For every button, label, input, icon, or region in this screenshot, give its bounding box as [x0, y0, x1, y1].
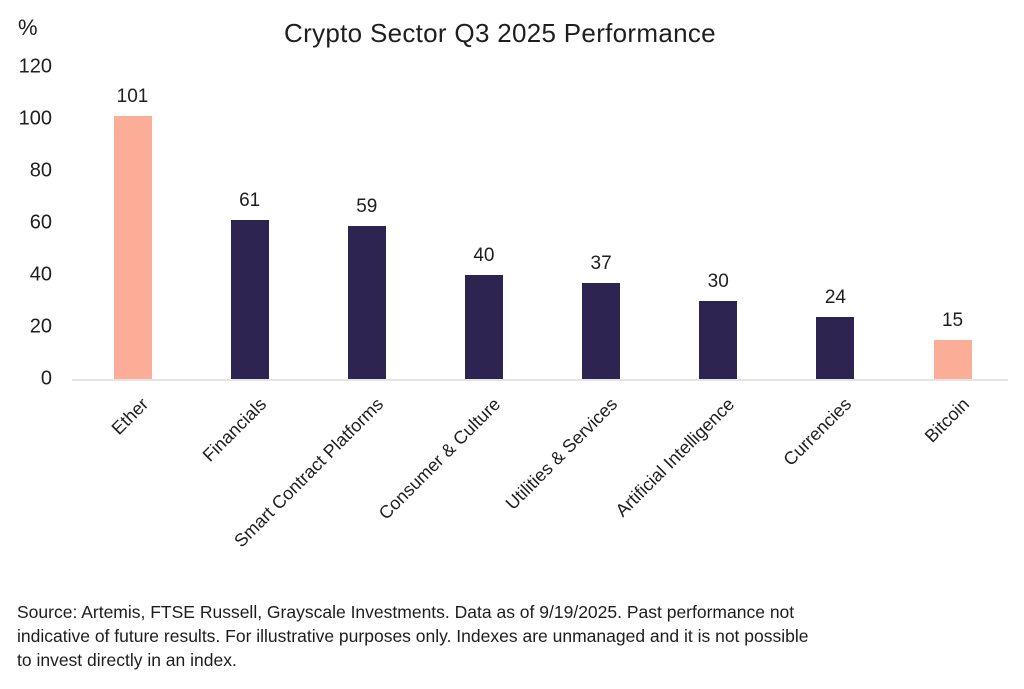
category-label-consumer-culture: Consumer & Culture	[374, 394, 505, 524]
source-note: Source: Artemis, FTSE Russell, Grayscale…	[17, 601, 1017, 673]
bar-ether	[113, 116, 152, 379]
source-note-line: to invest directly in an index.	[17, 649, 237, 670]
bar-financials	[230, 220, 269, 379]
bar-value-label: 101	[116, 86, 149, 108]
source-note-line: Source: Artemis, FTSE Russell, Grayscale…	[17, 602, 795, 622]
x-axis-line	[72, 379, 1008, 381]
bar-utilities-services	[582, 282, 621, 379]
category-label-currencies: Currencies	[779, 394, 856, 470]
y-axis-tick-label: 20	[29, 315, 52, 338]
category-label-bitcoin: Bitcoin	[920, 394, 973, 447]
bar-value-label: 59	[356, 195, 378, 217]
y-axis-tick-label: 100	[18, 107, 52, 130]
bar-value-label: 30	[707, 271, 729, 292]
bar-consumer-culture	[464, 275, 503, 379]
y-axis-tick-label: 120	[18, 55, 52, 78]
chart-title: Crypto Sector Q3 2025 Performance	[284, 18, 716, 48]
bar-value-label: 15	[941, 310, 964, 331]
y-axis-tick-label: 80	[29, 159, 52, 182]
y-axis-tick-label: 60	[29, 211, 52, 234]
category-label-financials: Financials	[198, 394, 270, 466]
bar-artificial-intelligence	[699, 301, 738, 379]
y-axis-unit-label: %	[18, 15, 38, 40]
bar-value-label: 40	[473, 245, 495, 266]
bar-value-label: 61	[239, 190, 261, 212]
category-label-artificial-intelligence: Artificial Intelligence	[611, 394, 739, 521]
bar-currencies	[816, 316, 855, 379]
category-label-ether: Ether	[108, 394, 153, 439]
bar-value-label: 24	[824, 286, 846, 308]
bar-value-label: 37	[590, 252, 612, 274]
category-label-utilities-services: Utilities & Services	[501, 394, 622, 514]
y-axis-tick-label: 40	[29, 263, 52, 286]
bar-smart-contract-platforms	[347, 225, 386, 379]
source-note-line: indicative of future results. For illust…	[17, 625, 809, 646]
y-axis-tick-label: 0	[40, 367, 52, 390]
bar-bitcoin	[933, 340, 972, 379]
